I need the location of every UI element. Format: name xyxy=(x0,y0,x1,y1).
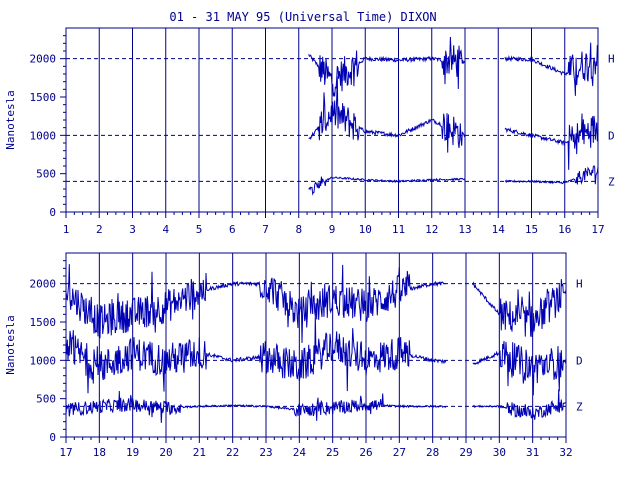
x-tick-label: 8 xyxy=(295,223,302,236)
y-tick-label: 2000 xyxy=(30,53,57,66)
x-tick-label: 5 xyxy=(196,223,203,236)
series-h-trace xyxy=(472,279,567,338)
x-tick-label: 11 xyxy=(392,223,405,236)
x-tick-label: 32 xyxy=(559,446,572,459)
x-tick-label: 2 xyxy=(96,223,103,236)
x-tick-label: 22 xyxy=(226,446,239,459)
series-d-trace xyxy=(472,340,567,396)
x-tick-label: 9 xyxy=(329,223,336,236)
panel-top: 1 2 3 4 5 6 7 8 9 10 11 12 13 14 15 16 17050010001500200… xyxy=(4,27,615,236)
x-tick-label: 28 xyxy=(426,446,439,459)
y-tick-label: 0 xyxy=(49,206,56,219)
x-tick-label: 26 xyxy=(359,446,372,459)
x-tick-label: 18 xyxy=(93,446,106,459)
series-h-trace xyxy=(65,264,447,343)
x-tick-label: 15 xyxy=(525,223,538,236)
series-z-trace xyxy=(308,176,466,196)
series-label-h: H xyxy=(576,278,583,291)
series-z-trace xyxy=(504,165,599,185)
y-axis-label: Nanotesla xyxy=(4,90,17,150)
x-tick-label: 7 xyxy=(262,223,269,236)
x-tick-label: 29 xyxy=(459,446,472,459)
x-tick-label: 27 xyxy=(393,446,406,459)
series-label-d: D xyxy=(576,354,583,367)
x-tick-label: 21 xyxy=(193,446,206,459)
series-d-trace xyxy=(308,76,466,153)
x-tick-label: 30 xyxy=(493,446,506,459)
series-z-trace xyxy=(65,390,447,423)
x-tick-label: 13 xyxy=(458,223,471,236)
y-tick-label: 1000 xyxy=(30,354,57,367)
y-tick-label: 1500 xyxy=(30,91,57,104)
x-tick-label: 16 xyxy=(558,223,571,236)
x-tick-label: 19 xyxy=(126,446,139,459)
x-tick-label: 23 xyxy=(259,446,272,459)
series-h-trace xyxy=(504,42,599,96)
y-tick-label: 1000 xyxy=(30,129,57,142)
series-label-z: Z xyxy=(608,175,615,188)
x-tick-label: 31 xyxy=(526,446,539,459)
series-label-z: Z xyxy=(576,400,583,413)
y-tick-label: 0 xyxy=(49,431,56,444)
series-d-trace xyxy=(65,314,447,394)
x-tick-label: 25 xyxy=(326,446,339,459)
series-h-trace xyxy=(308,36,466,97)
series-z-trace xyxy=(472,389,567,420)
x-tick-label: 10 xyxy=(359,223,372,236)
x-tick-label: 12 xyxy=(425,223,438,236)
y-tick-label: 1500 xyxy=(30,316,57,329)
panel-bottom: 17 18 19 20 21 22 23 24 25 26 27 28 29 30 31 32 0 500 1000… xyxy=(4,252,583,459)
y-tick-label: 500 xyxy=(36,393,56,406)
series-d-trace xyxy=(504,113,599,170)
series-label-h: H xyxy=(608,53,615,66)
x-tick-label: 14 xyxy=(492,223,506,236)
series-label-d: D xyxy=(608,129,615,142)
x-tick-label: 24 xyxy=(293,446,307,459)
y-axis-label: Nanotesla xyxy=(4,315,17,375)
chart-title: 01 - 31 MAY 95 (Universal Time) DIXON xyxy=(169,10,436,24)
x-tick-label: 1 xyxy=(63,223,70,236)
y-tick-label: 500 xyxy=(36,168,56,181)
x-tick-label: 3 xyxy=(129,223,136,236)
y-tick-label: 2000 xyxy=(30,278,57,291)
x-tick-label: 4 xyxy=(162,223,169,236)
x-tick-label: 20 xyxy=(159,446,172,459)
x-tick-label: 17 xyxy=(59,446,72,459)
x-tick-label: 17 xyxy=(591,223,604,236)
x-tick-label: 6 xyxy=(229,223,236,236)
